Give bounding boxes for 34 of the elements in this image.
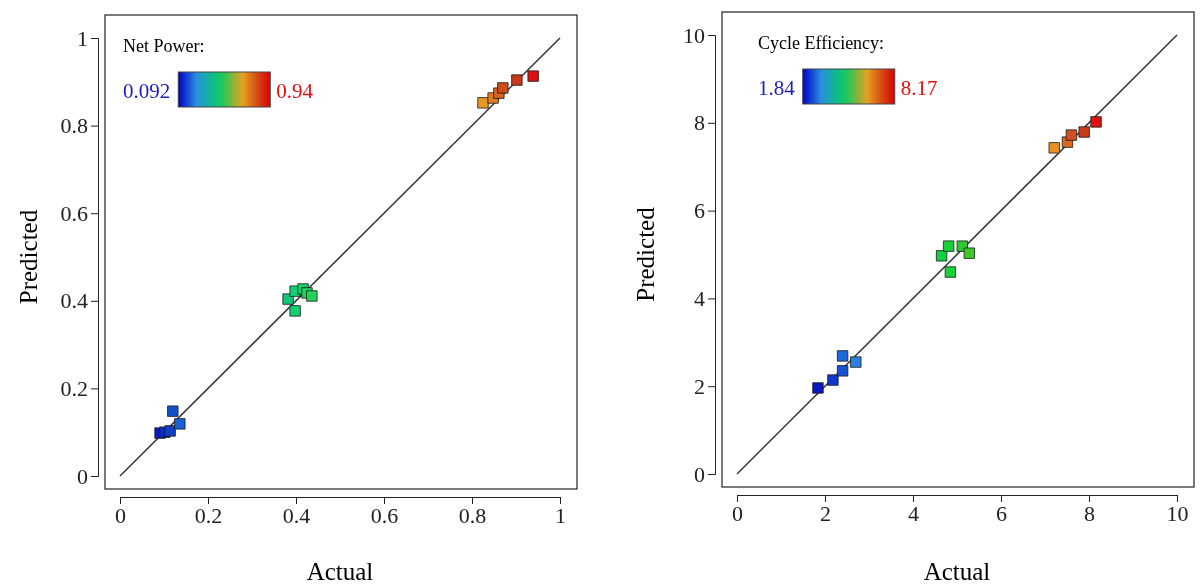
y-axis-title: Predicted <box>632 206 659 302</box>
x-tick-label: 10 <box>1166 500 1189 526</box>
x-tick-label: 2 <box>820 500 831 526</box>
x-tick-label: 0.6 <box>370 502 399 528</box>
y-tick-label: 0.8 <box>60 113 88 139</box>
y-tick-label: 2 <box>694 373 705 399</box>
annotation: 1.84 <box>758 76 796 100</box>
x-tick-label: 0.8 <box>458 502 487 528</box>
y-tick-label: 6 <box>694 198 705 224</box>
annotation: 0.94 <box>276 79 314 103</box>
color-bar-title: Cycle Efficiency: <box>758 33 885 53</box>
y-tick-label: 0.2 <box>60 375 88 401</box>
x-axis-title: Actual <box>923 558 991 585</box>
annotation: 8.17 <box>900 76 938 100</box>
y-tick-label: 8 <box>694 110 705 136</box>
y-tick-label: 4 <box>694 285 705 311</box>
x-tick-label: 0.4 <box>282 502 311 528</box>
y-tick-label: 10 <box>683 22 705 48</box>
x-tick-label: 0 <box>732 500 743 526</box>
annotation: 0.092 <box>123 79 171 103</box>
y-tick-label: 0.4 <box>60 288 88 314</box>
x-axis-title: Actual <box>306 558 374 585</box>
x-tick-label: 0.2 <box>194 502 223 528</box>
x-tick-label: 0 <box>115 502 126 528</box>
x-tick-label: 6 <box>996 500 1007 526</box>
x-tick-label: 1 <box>555 502 566 528</box>
y-tick-label: 1 <box>77 25 88 51</box>
y-axis-title: Predicted <box>15 209 42 305</box>
y-tick-label: 0 <box>77 463 88 489</box>
x-tick-label: 8 <box>1084 500 1095 526</box>
color-bar-title: Net Power: <box>123 36 205 56</box>
y-tick-label: 0 <box>694 461 705 487</box>
x-tick-label: 4 <box>908 500 919 526</box>
y-tick-label: 0.6 <box>60 200 88 226</box>
